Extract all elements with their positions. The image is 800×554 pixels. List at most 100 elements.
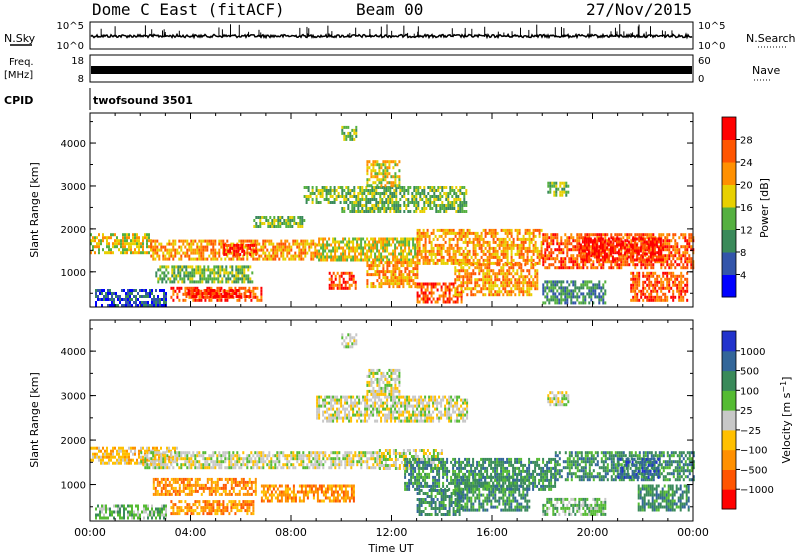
heatmap-cell	[340, 246, 343, 250]
heatmap-cell	[421, 189, 424, 192]
heatmap-cell	[349, 137, 352, 141]
heatmap-cell	[369, 189, 372, 192]
heatmap-cell	[559, 190, 562, 194]
heatmap-cell	[658, 286, 661, 290]
heatmap-cell	[458, 269, 461, 273]
heatmap-cell	[449, 207, 452, 210]
heatmap-cell	[343, 134, 346, 138]
heatmap-cell	[405, 204, 408, 207]
heatmap-cell	[649, 252, 652, 256]
heatmap-cell	[258, 257, 261, 261]
heatmap-cell	[611, 258, 614, 262]
heatmap-cell	[633, 249, 636, 253]
heatmap-cell	[315, 195, 318, 198]
heatmap-cell	[672, 280, 675, 284]
heatmap-cell	[532, 266, 535, 270]
heatmap-cell	[595, 249, 598, 253]
heatmap-cell	[510, 255, 513, 259]
heatmap-cell	[492, 287, 495, 291]
heatmap-cell	[218, 248, 221, 252]
heatmap-cell	[674, 266, 677, 270]
heatmap-cell	[253, 243, 256, 247]
heatmap-cell	[528, 234, 531, 238]
heatmap-cell	[632, 263, 635, 267]
heatmap-cell	[376, 249, 379, 253]
heatmap-cell	[640, 292, 643, 296]
heatmap-cell	[302, 239, 305, 243]
heatmap-cell	[135, 304, 137, 307]
heatmap-cell	[654, 289, 657, 293]
heatmap-cell	[653, 252, 656, 256]
heatmap-cell	[536, 246, 539, 250]
heatmap-cell	[353, 204, 356, 207]
heatmap-cell	[90, 239, 92, 243]
velocity-heatmap	[90, 333, 695, 520]
heatmap-cell	[488, 252, 491, 256]
heatmap-cell	[510, 263, 513, 267]
heatmap-cell	[530, 263, 533, 267]
heatmap-cell	[430, 255, 433, 259]
heatmap-cell	[463, 204, 466, 207]
heatmap-cell	[400, 246, 403, 250]
heatmap-cell	[160, 466, 163, 470]
heatmap-cell	[480, 266, 483, 270]
heatmap-cell	[190, 257, 193, 261]
heatmap-cell	[608, 248, 611, 252]
heatmap-cell	[195, 271, 198, 275]
heatmap-cell	[668, 271, 671, 275]
heatmap-cell	[593, 249, 596, 253]
heatmap-cell	[642, 233, 645, 237]
heatmap-cell	[500, 237, 503, 241]
heatmap-cell	[604, 292, 607, 296]
heatmap-cell	[192, 242, 195, 246]
freq-tick-bottom: 8	[78, 74, 84, 85]
heatmap-cell	[245, 274, 248, 278]
heatmap-cell	[384, 276, 387, 280]
heatmap-cell	[382, 258, 385, 262]
heatmap-cell	[296, 239, 299, 243]
heatmap-cell	[298, 254, 301, 258]
heatmap-cell	[686, 263, 689, 267]
heatmap-cell	[516, 249, 519, 253]
heatmap-cell	[308, 242, 311, 246]
heatmap-cell	[408, 279, 411, 283]
heatmap-cell	[276, 254, 279, 258]
heatmap-cell	[582, 260, 585, 264]
heatmap-cell	[566, 298, 569, 302]
heatmap-cell	[221, 268, 224, 272]
heatmap-cell	[99, 298, 101, 301]
heatmap-cell	[656, 289, 659, 293]
heatmap-cell	[348, 255, 351, 259]
heatmap-cell	[448, 243, 451, 247]
heatmap-cell	[532, 278, 535, 282]
heatmap-cell	[412, 240, 415, 244]
heatmap-cell	[449, 201, 452, 204]
heatmap-cell	[340, 252, 343, 256]
heatmap-cell	[428, 261, 431, 265]
heatmap-cell	[407, 210, 410, 213]
heatmap-cell	[433, 204, 436, 207]
heatmap-cell	[664, 254, 667, 258]
heatmap-cell	[590, 245, 593, 249]
heatmap-cell	[435, 204, 438, 207]
heatmap-cell	[655, 240, 658, 244]
heatmap-cell	[512, 237, 515, 241]
heatmap-cell	[566, 292, 569, 296]
heatmap-cell	[158, 460, 161, 464]
heatmap-cell	[642, 289, 645, 293]
heatmap-cell	[644, 263, 647, 267]
heatmap-cell	[599, 237, 602, 241]
heatmap-cell	[282, 257, 285, 261]
heatmap-cell	[291, 219, 294, 222]
heatmap-cell	[666, 280, 669, 284]
heatmap-cell	[357, 201, 360, 204]
heatmap-cell	[180, 466, 183, 470]
heatmap-cell	[630, 260, 633, 264]
heatmap-cell	[380, 163, 383, 167]
heatmap-cell	[534, 234, 537, 238]
heatmap-cell	[611, 243, 614, 247]
heatmap-cell	[496, 255, 499, 259]
heatmap-cell	[682, 289, 685, 293]
heatmap-cell	[568, 260, 571, 264]
heatmap-cell	[264, 257, 267, 261]
